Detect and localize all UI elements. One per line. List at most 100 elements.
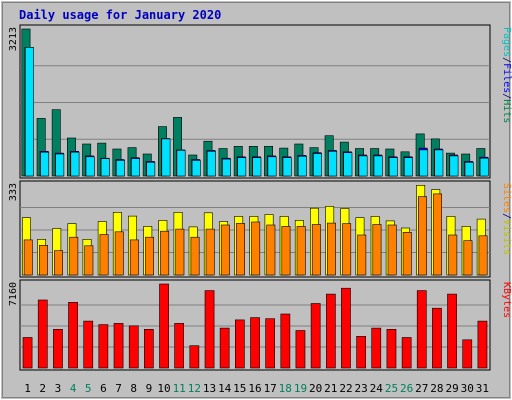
bar-pages-day-21 — [328, 151, 338, 177]
bar-sites-day-15 — [236, 223, 245, 276]
x-tick-label: 20 — [309, 382, 322, 395]
legend-entry: KBytes — [501, 282, 512, 318]
bar-pages-day-18 — [282, 157, 292, 177]
x-tick-label: 29 — [445, 382, 458, 395]
bar-pages-day-9 — [146, 162, 156, 177]
legend-entry: / — [501, 93, 512, 99]
bar-kbytes-day-24 — [371, 327, 382, 369]
bar-kbytes-day-29 — [447, 293, 457, 369]
x-tick-label: 11 — [173, 382, 186, 395]
bar-pages-day-3 — [55, 153, 65, 177]
x-tick-label: 27 — [415, 382, 428, 395]
bar-kbytes-day-26 — [401, 337, 412, 369]
bar-sites-day-2 — [38, 245, 48, 276]
bar-pages-day-13 — [206, 151, 216, 177]
bar-pages-day-12 — [191, 160, 201, 177]
bar-sites-day-31 — [478, 235, 488, 276]
x-tick-label: 18 — [279, 382, 292, 395]
x-tick-label: 14 — [218, 382, 232, 395]
x-tick-label: 1 — [24, 382, 31, 395]
x-tick-label: 24 — [370, 382, 384, 395]
bar-pages-day-2 — [40, 151, 50, 177]
bar-kbytes-day-21 — [325, 293, 336, 369]
bar-kbytes-day-10 — [159, 283, 169, 369]
bar-kbytes-day-18 — [280, 313, 291, 369]
bar-kbytes-day-23 — [356, 335, 367, 369]
legend-entry: / — [501, 57, 512, 63]
bar-pages-day-4 — [70, 151, 80, 177]
x-tick-label: 8 — [130, 382, 137, 395]
bar-kbytes-day-22 — [341, 287, 351, 369]
bar-pages-day-16 — [252, 157, 262, 177]
x-tick-label: 16 — [248, 382, 261, 395]
bar-sites-day-21 — [326, 222, 336, 276]
bar-pages-day-31 — [479, 157, 489, 177]
panel-hits-files-pages: 3213 Pages/Files/Hits — [8, 24, 512, 179]
bar-sites-day-17 — [266, 224, 276, 276]
bar-sites-day-10 — [160, 230, 170, 276]
bar-kbytes-day-27 — [416, 290, 427, 369]
bar-pages-day-8 — [131, 158, 140, 177]
bar-sites-day-16 — [251, 221, 261, 276]
bar-kbytes-day-13 — [204, 290, 215, 369]
bar-kbytes-day-3 — [53, 328, 63, 369]
bar-kbytes-day-9 — [144, 328, 154, 369]
bar-pages-day-27 — [419, 149, 429, 177]
bar-kbytes-day-8 — [128, 325, 139, 369]
bar-sites-day-27 — [417, 196, 427, 276]
bar-pages-day-11 — [176, 150, 186, 177]
bar-sites-day-14 — [220, 224, 230, 276]
x-tick-label: 9 — [146, 382, 153, 395]
bar-sites-day-11 — [175, 228, 185, 276]
bar-sites-day-8 — [129, 239, 139, 276]
x-tick-label: 15 — [233, 382, 246, 395]
bar-kbytes-day-19 — [295, 330, 306, 369]
bar-sites-day-19 — [296, 226, 306, 276]
bar-pages-day-14 — [222, 158, 231, 177]
bar-pages-day-1 — [24, 47, 34, 177]
bar-kbytes-day-28 — [432, 307, 442, 369]
x-tick-label: 5 — [85, 382, 92, 395]
legend: Sites/Visits — [501, 183, 512, 255]
bar-sites-day-13 — [205, 228, 215, 276]
bar-sites-day-5 — [84, 245, 94, 276]
bar-sites-day-24 — [372, 224, 382, 276]
bar-kbytes-day-4 — [68, 301, 78, 369]
legend-entry: Pages — [501, 27, 512, 57]
x-tick-label: 17 — [264, 382, 277, 395]
bar-sites-day-25 — [387, 224, 397, 276]
panel-kbytes: 7160 KBytes — [8, 279, 512, 371]
x-tick-label: 21 — [324, 382, 337, 395]
x-tick-label: 4 — [70, 382, 77, 395]
x-tick-label: 31 — [476, 382, 489, 395]
bar-sites-day-6 — [99, 234, 109, 276]
bar-kbytes-day-6 — [98, 324, 109, 369]
bar-sites-day-26 — [402, 232, 412, 276]
bar-kbytes-day-1 — [22, 337, 33, 369]
x-tick-label: 3 — [55, 382, 62, 395]
bar-pages-day-26 — [403, 157, 413, 177]
x-tick-label: 7 — [115, 382, 122, 395]
bar-kbytes-day-5 — [83, 320, 94, 369]
x-axis-labels: 1 2 3 4 5 6 7 8 9 10 11 12 13 14 15 16 17 18 19 20 21 22 23 24 2… — [24, 382, 489, 395]
bar-pages-day-22 — [343, 152, 353, 177]
x-tick-label: 28 — [430, 382, 443, 395]
x-tick-label: 12 — [188, 382, 201, 395]
bar-pages-day-28 — [434, 149, 444, 177]
legend-entry: Hits — [501, 99, 512, 123]
x-tick-label: 22 — [339, 382, 352, 395]
bar-sites-day-30 — [463, 240, 473, 276]
bar-kbytes-day-20 — [310, 303, 321, 369]
bar-kbytes-day-17 — [265, 318, 276, 369]
bar-pages-day-6 — [100, 158, 110, 177]
bar-sites-day-20 — [311, 224, 321, 276]
bar-sites-day-9 — [145, 236, 154, 276]
bar-kbytes-day-16 — [250, 317, 260, 369]
bar-pages-day-17 — [267, 156, 277, 177]
bar-sites-day-1 — [23, 239, 33, 276]
x-tick-label: 6 — [100, 382, 107, 395]
chart-title: Daily usage for January 2020 — [19, 8, 221, 22]
